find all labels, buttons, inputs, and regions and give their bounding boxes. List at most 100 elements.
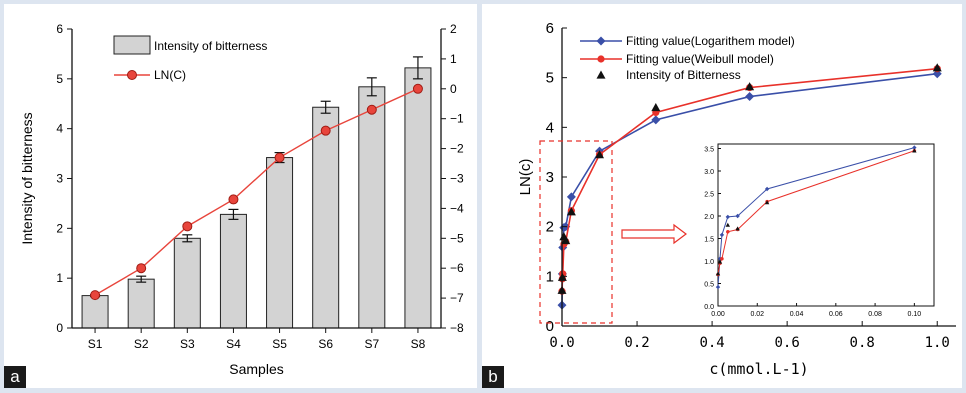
y2-tick-label: 1 xyxy=(450,52,457,66)
legend-swatch-marker xyxy=(596,36,606,46)
panel-label-b: b xyxy=(482,366,504,388)
x-tick-label: S2 xyxy=(134,337,149,351)
ln-c-line xyxy=(94,88,419,296)
series-point-2 xyxy=(651,102,661,112)
legend-bar-label: Intensity of bitterness xyxy=(154,39,267,53)
y2-tick-label: −7 xyxy=(450,291,464,305)
x-tick-label: S3 xyxy=(180,337,195,351)
x-tick-label: 0.6 xyxy=(774,335,799,351)
y2-tick-label: −4 xyxy=(450,201,464,215)
y-tick-label: 1 xyxy=(56,271,63,285)
bar-s7 xyxy=(358,86,386,329)
ln-c-point xyxy=(412,83,423,94)
y-tick-label: 2 xyxy=(56,221,63,235)
x-axis-label: c(mmol.L-1) xyxy=(709,360,808,378)
inset-frame xyxy=(717,143,935,307)
inset-point-2 xyxy=(912,148,917,153)
x-tick-label: S7 xyxy=(364,337,379,351)
inset-y-tick-label: 1.5 xyxy=(704,237,714,244)
inset-point-2 xyxy=(764,200,770,205)
inset-point-0 xyxy=(735,213,740,219)
inset-point-1 xyxy=(726,229,730,234)
inset-y-tick-label: 1.0 xyxy=(704,259,714,266)
series-point-0 xyxy=(566,192,576,202)
zoom-region-box xyxy=(539,140,613,324)
ln-c-point xyxy=(274,152,285,163)
y-tick-label: 4 xyxy=(546,119,554,136)
y-tick-label: 3 xyxy=(56,172,63,186)
y-tick-label: 2 xyxy=(546,219,554,236)
y-tick-label: 0 xyxy=(56,321,63,335)
ln-c-point xyxy=(366,104,377,115)
x-tick-label: 0.2 xyxy=(624,335,649,351)
inset-y-tick-label: 2.0 xyxy=(704,214,714,221)
y2-tick-label: −5 xyxy=(450,231,464,245)
y-axis-label: LN(c) xyxy=(517,159,534,196)
inset-y-tick-label: 3.5 xyxy=(704,147,714,154)
inset-y-tick-label: 2.5 xyxy=(704,192,714,199)
legend-label: Fitting value(Weibull model) xyxy=(626,52,774,66)
y2-tick-label: 2 xyxy=(450,22,457,36)
inset-point-0 xyxy=(717,256,723,261)
ln-c-point xyxy=(182,221,193,232)
inset-point-2 xyxy=(715,271,721,276)
y2-tick-label: −3 xyxy=(450,172,464,186)
inset-x-tick-label: 0.04 xyxy=(790,311,804,318)
inset-point-2 xyxy=(735,226,740,231)
series-point-2 xyxy=(566,207,576,216)
y-tick-label: 5 xyxy=(56,72,63,86)
y2-tick-label: −8 xyxy=(450,321,464,335)
legend-label: Intensity of Bitterness xyxy=(626,68,741,82)
y-axis-label: Intensity of bitterness xyxy=(19,112,35,244)
bar-s3 xyxy=(173,237,201,329)
x-tick-label: 0.0 xyxy=(549,335,574,351)
y2-tick-label: 0 xyxy=(450,82,457,96)
y-tick-label: 6 xyxy=(546,20,554,37)
inset-y-tick-label: 0.5 xyxy=(704,282,714,289)
bar-s4 xyxy=(219,213,247,329)
bar-s5 xyxy=(266,157,294,329)
panel-b: 0 1 2 3 4 5 6 0.0 0.2 0.4 0.6 0.8 1.0 c(mmol.L-1) LN(c… xyxy=(482,4,962,388)
panel-a: 0 1 2 3 4 5 6 −8 −7 −6 −5 −4 −3 −2 −1 0 1 2 S1 S2 S3 S4 S5 S6 S7… xyxy=(4,4,500,388)
y2-tick-label: −2 xyxy=(450,142,464,156)
panel-label-a: a xyxy=(4,366,26,388)
legend-label: Fitting value(Logarithem model) xyxy=(626,34,795,48)
y-tick-label: 1 xyxy=(546,268,554,285)
inset-x-tick-label: 0.00 xyxy=(711,311,725,318)
series-point-2 xyxy=(745,82,755,91)
ln-c-point xyxy=(228,194,239,205)
ln-c-point xyxy=(136,263,147,274)
bitterness-bar-chart: 0 1 2 3 4 5 6 −8 −7 −6 −5 −4 −3 −2 −1 0 1 2 S1 S2 S3 S4 S5 S6 S7… xyxy=(19,22,500,377)
inset-point-0 xyxy=(715,284,721,290)
legend-line-label: LN(C) xyxy=(154,68,186,82)
inset-point-1 xyxy=(720,256,724,261)
legend-swatch-marker xyxy=(597,55,605,63)
series-point-2 xyxy=(595,150,605,159)
x-tick-label: S1 xyxy=(88,337,103,351)
inset-point-2 xyxy=(717,259,723,264)
y-tick-label: 4 xyxy=(56,122,63,136)
legend-swatch-marker xyxy=(596,70,606,79)
x-tick-label: 0.8 xyxy=(850,335,875,351)
series-point-2 xyxy=(561,236,571,245)
x-tick-label: S8 xyxy=(411,337,426,351)
x-tick-label: 1.0 xyxy=(925,335,950,351)
fitting-model-chart: 0 1 2 3 4 5 6 0.0 0.2 0.4 0.6 0.8 1.0 c(mmol.L-1) LN(c… xyxy=(517,20,956,378)
x-tick-label: S6 xyxy=(318,337,333,351)
y2-tick-label: −1 xyxy=(450,112,464,126)
y-tick-label: 3 xyxy=(546,169,554,186)
zoom-arrow xyxy=(621,223,687,245)
y-tick-label: 0 xyxy=(546,318,554,335)
inset-point-2 xyxy=(725,222,731,227)
x-axis-label: Samples xyxy=(229,361,283,377)
ln-c-point xyxy=(320,125,331,136)
y-tick-label: 5 xyxy=(546,70,554,87)
y2-tick-label: −6 xyxy=(450,261,464,275)
legend-bar-swatch xyxy=(113,35,151,55)
y-tick-label: 6 xyxy=(56,22,63,36)
series-point-2 xyxy=(932,63,942,72)
series-point-0 xyxy=(651,115,661,125)
bar-s1 xyxy=(81,295,109,329)
series-point-0 xyxy=(745,92,755,102)
inset-point-0 xyxy=(912,145,917,150)
